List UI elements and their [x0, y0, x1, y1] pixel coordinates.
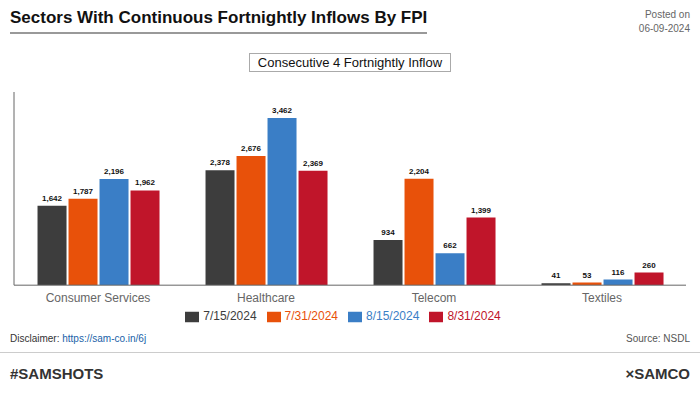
html-text:8/31/2024: 8/31/2024 — [447, 309, 501, 324]
svg-text:2,369: 2,369 — [303, 159, 324, 168]
html-text:Sectors With Continuous Fortni: Sectors With Continuous Fortnightly Infl… — [10, 8, 428, 27]
svg-text:2,196: 2,196 — [104, 167, 125, 176]
svg-text:Telecom: Telecom — [412, 291, 457, 305]
svg-text:1,962: 1,962 — [135, 178, 156, 187]
html-text:×SAMCO: ×SAMCO — [625, 365, 690, 382]
svg-text:2,378: 2,378 — [210, 158, 231, 167]
svg-text:2,676: 2,676 — [241, 144, 262, 153]
svg-text:1,399: 1,399 — [471, 206, 492, 215]
html-text:Disclaimer: https://sam-co.in/: Disclaimer: https://sam-co.in/6j — [10, 332, 147, 344]
svg-text:934: 934 — [381, 228, 395, 237]
svg-text:260: 260 — [642, 261, 656, 270]
html-text:7/31/2024: 7/31/2024 — [284, 309, 338, 324]
svg-text:116: 116 — [612, 268, 625, 277]
svg-text:1,642: 1,642 — [42, 194, 63, 203]
svg-text:53: 53 — [583, 271, 592, 280]
html-text:#SAMSHOTS: #SAMSHOTS — [10, 365, 104, 382]
svg-text:2,204: 2,204 — [409, 167, 430, 176]
html-text:Posted on: Posted on — [645, 9, 690, 20]
svg-text:1,787: 1,787 — [73, 187, 94, 196]
svg-text:41: 41 — [552, 271, 561, 280]
svg-text:Textiles: Textiles — [582, 291, 622, 305]
html-text:06-09-2024: 06-09-2024 — [638, 23, 690, 34]
html-text:8/15/2024: 8/15/2024 — [366, 309, 420, 324]
html-text:Source: NSDL: Source: NSDL — [626, 332, 690, 344]
svg-text:Consumer Services: Consumer Services — [46, 291, 151, 305]
html-text:Consecutive 4 Fortnightly Infl: Consecutive 4 Fortnightly Inflow — [257, 54, 443, 70]
svg-text:Healthcare: Healthcare — [237, 291, 295, 305]
html-text:7/15/2024: 7/15/2024 — [203, 309, 257, 324]
svg-text:662: 662 — [443, 241, 457, 250]
svg-text:3,462: 3,462 — [272, 106, 293, 115]
